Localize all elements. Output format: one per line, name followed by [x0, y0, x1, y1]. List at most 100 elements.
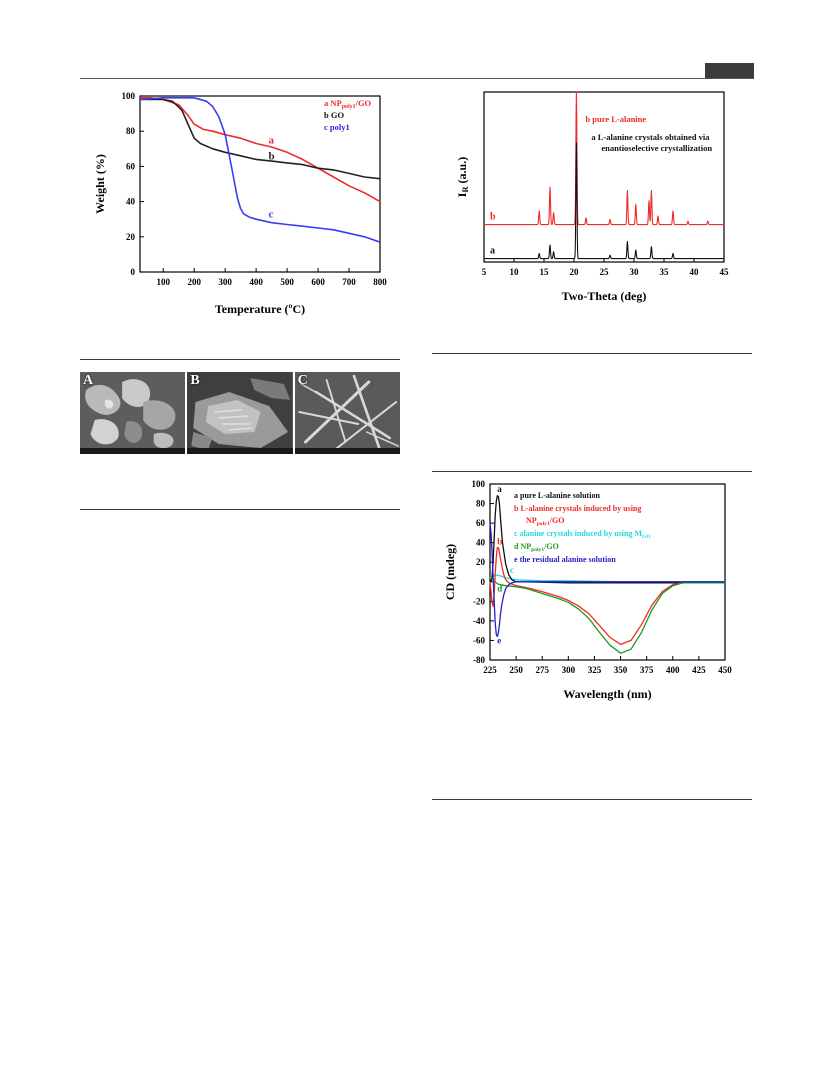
- x-tick-label: 10: [510, 267, 520, 277]
- series-line-e: [489, 523, 725, 638]
- cd-chart: 225 250 275 300 325 350 375 400 425 450 -80 -60 -40-…: [440, 478, 740, 713]
- x-tick-label: 500: [280, 277, 294, 287]
- series-line-d: [489, 575, 725, 654]
- x-tick-label: 15: [540, 267, 550, 277]
- y-axis-label: IR (a.u.): [455, 157, 470, 197]
- x-tick-label: 35: [660, 267, 670, 277]
- series-label-b: b: [497, 537, 502, 547]
- x-tick-label: 5: [482, 267, 487, 277]
- sem-panel-letter: A: [83, 373, 94, 388]
- series-line-b: [489, 546, 725, 646]
- y-tick-label: 100: [122, 91, 136, 101]
- y-tick-label: 40: [476, 538, 486, 548]
- y-tick-label: 80: [126, 126, 136, 136]
- y-axis-label: Weight (%): [93, 154, 107, 214]
- sem-info-bar: [294, 448, 400, 454]
- y-tick-label: 0: [481, 577, 486, 587]
- y-tick-label: -80: [473, 655, 485, 665]
- tga-chart-svg: 100 200 300 400 500 600 700 800 0 20 40 60 80 100 Temp…: [93, 91, 387, 316]
- legend-entry: b pure L-alanine: [585, 114, 646, 124]
- legend-entry: a L-alanine crystals obtained via: [591, 132, 710, 142]
- x-axis-label: Two-Theta (deg): [562, 289, 647, 303]
- sem-image-c: [294, 372, 400, 454]
- legend-entry: enantioselective crystallization: [601, 143, 712, 153]
- y-tick-label: -20: [473, 596, 485, 606]
- x-tick-label: 400: [249, 277, 263, 287]
- header-block: [705, 63, 754, 78]
- series-label-d: d: [497, 584, 502, 594]
- y-axis-label: CD (mdeg): [443, 544, 457, 600]
- legend-entry: NPpoly1/GO: [526, 516, 564, 527]
- sem-image-a: [80, 372, 186, 454]
- y-tick-label: -60: [473, 635, 485, 645]
- x-tick-label: 300: [218, 277, 232, 287]
- x-axis-label: Wavelength (nm): [563, 687, 651, 701]
- y-tick-label: -40: [473, 616, 485, 626]
- y-tick-label: 20: [126, 232, 136, 242]
- legend-entry: a pure L-alanine solution: [514, 491, 600, 500]
- x-tick-label: 350: [614, 665, 628, 675]
- legend-entry: b L-alanine crystals induced by using: [514, 504, 641, 513]
- x-tick-label: 425: [692, 665, 706, 675]
- y-tick-label: 100: [472, 479, 486, 489]
- series-label-a: a: [497, 484, 502, 494]
- x-tick-label: 275: [535, 665, 549, 675]
- x-tick-label: 30: [630, 267, 640, 277]
- series-label-a: a: [490, 246, 495, 257]
- sem-panel-letter: C: [297, 373, 308, 388]
- cd-chart-svg: 225 250 275 300 325 350 375 400 425 450-80-60-40-…: [443, 479, 732, 701]
- legend-entry: d NPpoly1/GO: [514, 542, 559, 553]
- x-tick-label: 100: [156, 277, 170, 287]
- separator: [432, 353, 752, 354]
- x-tick-label: 375: [640, 665, 654, 675]
- sem-panel-letter: B: [190, 373, 200, 388]
- y-tick-label: 40: [126, 197, 136, 207]
- x-tick-label: 300: [562, 665, 576, 675]
- legend-entry: e the residual alanine solution: [514, 555, 616, 564]
- series-label-c: c: [510, 565, 514, 575]
- separator: [80, 359, 400, 360]
- y-tick-label: 60: [126, 161, 136, 171]
- legend-entry: a NPpoly1/GO: [324, 98, 372, 110]
- separator: [432, 471, 752, 472]
- header-rule: [80, 78, 754, 79]
- xrd-chart: 5 10 15 20 25 30 35 40 45 Two-Theta (deg) IR (a.u.…: [452, 86, 742, 314]
- x-tick-label: 800: [373, 277, 387, 287]
- sem-info-bar: [187, 448, 293, 454]
- x-tick-label: 600: [311, 277, 325, 287]
- separator: [432, 799, 752, 800]
- x-tick-label: 225: [483, 665, 497, 675]
- series-line-c: [139, 97, 381, 243]
- series-line-c: [489, 574, 725, 583]
- sem-panel-a: A: [80, 372, 186, 454]
- sem-images: A B C: [80, 372, 400, 454]
- y-tick-label: 60: [476, 518, 486, 528]
- x-tick-label: 200: [187, 277, 201, 287]
- series-label-b: b: [490, 212, 496, 223]
- x-tick-label: 40: [690, 267, 700, 277]
- series-label-b: b: [269, 150, 275, 162]
- x-tick-label: 20: [570, 267, 580, 277]
- legend-entry: c poly1: [324, 122, 350, 132]
- sem-panel-b: B: [187, 372, 293, 454]
- separator: [80, 509, 400, 510]
- plot-frame: [139, 95, 381, 273]
- legend-entry: b GO: [324, 110, 344, 120]
- tga-chart: 100 200 300 400 500 600 700 800 0 20 40 60 80 100 Temp…: [90, 86, 395, 326]
- sem-image-b: [187, 372, 293, 454]
- y-tick-label: 0: [131, 267, 136, 277]
- x-axis-label: Temperature (ºC): [215, 302, 305, 316]
- y-tick-label: 20: [476, 557, 486, 567]
- x-tick-label: 400: [666, 665, 680, 675]
- x-tick-label: 700: [342, 277, 356, 287]
- x-tick-label: 325: [588, 665, 602, 675]
- series-label-c: c: [269, 208, 274, 220]
- xrd-chart-svg: 5 10 15 20 25 30 35 40 45 Two-Theta (deg) IR (a.u.…: [455, 91, 729, 303]
- x-tick-label: 450: [718, 665, 732, 675]
- series-line-b: [483, 91, 725, 226]
- series-line-a: [483, 142, 725, 260]
- y-tick-label: 80: [476, 499, 486, 509]
- series-line-a: [140, 97, 381, 203]
- x-tick-label: 25: [600, 267, 610, 277]
- series-label-a: a: [269, 135, 275, 147]
